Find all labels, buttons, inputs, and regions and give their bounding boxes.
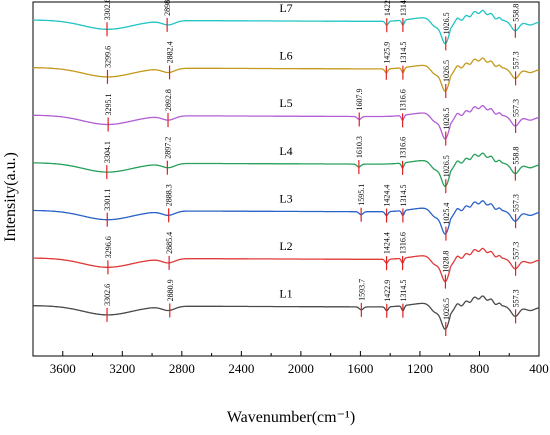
peak-label: 558.8 xyxy=(511,147,520,165)
series-line-l4 xyxy=(32,152,540,188)
series-layer: L7 L6 L5 L4 L3 L2 L1 xyxy=(32,1,540,330)
series-label-l2: L2 xyxy=(279,239,292,253)
peak-label: 3302.6 xyxy=(103,284,112,306)
y-axis-title: Intensity(a.u.) xyxy=(2,152,19,242)
peak-label: 557.3 xyxy=(512,289,521,307)
peak-label: 3295.1 xyxy=(104,93,113,115)
series-label-l6: L6 xyxy=(279,49,292,63)
series-label-l1: L1 xyxy=(279,287,292,301)
series-label-l5: L5 xyxy=(279,96,292,110)
peak-label: 1595.1 xyxy=(357,184,366,206)
x-tick-label: 3600 xyxy=(50,361,76,376)
peak-label: 2885.4 xyxy=(165,232,174,254)
peak-label: 1316.6 xyxy=(399,89,408,111)
peak-label: 557.3 xyxy=(512,194,521,212)
peak-label: 1316.6 xyxy=(399,232,408,254)
series-label-l7: L7 xyxy=(279,1,292,15)
x-tick-label: 400 xyxy=(529,361,549,376)
peak-label: 1425.9 xyxy=(382,42,391,64)
peak-label: 1610.3 xyxy=(355,136,364,158)
x-tick-label: 2800 xyxy=(169,361,195,376)
peak-label: 2898.7 xyxy=(163,0,172,16)
x-tick-label: 1600 xyxy=(347,361,373,376)
peak-label: 1025.4 xyxy=(442,203,451,225)
peak-label: 1314.5 xyxy=(399,184,408,206)
peak-label: 3296.6 xyxy=(104,236,113,258)
x-tick-label: 1200 xyxy=(407,361,433,376)
peak-label: 3301.1 xyxy=(103,189,112,211)
x-tick-label: 2000 xyxy=(288,361,314,376)
peak-label: 1026.5 xyxy=(442,12,451,34)
peak-label: 2888.3 xyxy=(165,184,174,206)
series-line-l2 xyxy=(32,247,540,283)
peak-label: 2892.8 xyxy=(164,89,173,111)
peak-label: 3299.6 xyxy=(103,46,112,68)
peak-label: 1422.9 xyxy=(383,0,392,16)
peak-label: 557.3 xyxy=(512,242,521,260)
peak-label: 2882.4 xyxy=(166,41,175,63)
peak-label: 557.3 xyxy=(512,51,521,69)
peak-label: 557.3 xyxy=(512,99,521,117)
peak-label: 1026.5 xyxy=(442,298,451,320)
peak-label: 1593.7 xyxy=(357,279,366,301)
peak-label: 2897.2 xyxy=(163,137,172,159)
peak-label: 1026.5 xyxy=(442,155,451,177)
x-tick-label: 3200 xyxy=(109,361,135,376)
peak-label: 1607.9 xyxy=(355,88,364,110)
peak-label: 3302.6 xyxy=(103,0,112,20)
peak-label: 1028.8 xyxy=(441,251,450,273)
plot-border xyxy=(32,1,540,357)
peak-label: 1026.5 xyxy=(442,60,451,82)
series-line-l7 xyxy=(32,9,540,45)
peak-label: 3304.1 xyxy=(103,141,112,163)
series-line-l1 xyxy=(32,295,540,330)
x-tick-label: 2400 xyxy=(228,361,254,376)
peak-label: 558.8 xyxy=(511,4,520,22)
plot-frame xyxy=(32,1,540,357)
series-label-l3: L3 xyxy=(279,191,292,205)
peak-label: 2880.9 xyxy=(166,279,175,301)
peak-label: 1314.5 xyxy=(399,0,408,16)
x-axis-ticks: 3600 3200 2800 2400 2000 1600 1200 800 400 xyxy=(32,351,549,376)
x-tick-label: 800 xyxy=(470,361,490,376)
peak-label: 1314.5 xyxy=(399,42,408,64)
x-axis-title: Wavenumber(cm⁻¹) xyxy=(227,409,355,426)
peak-label: 1422.9 xyxy=(383,280,392,302)
peak-label: 1316.6 xyxy=(399,137,408,159)
peak-label: 1314.5 xyxy=(399,280,408,302)
series-label-l4: L4 xyxy=(279,144,292,158)
series-line-l5 xyxy=(32,104,540,140)
peak-layer: 3302.6 2898.7 1422.9 1314.5 1026.5 558.8 3299.… xyxy=(103,0,521,336)
peak-label: 1026.5 xyxy=(442,108,451,130)
peak-label: 1424.4 xyxy=(383,232,392,254)
series-line-l3 xyxy=(32,200,540,235)
peak-label: 1424.4 xyxy=(383,185,392,207)
series-line-l6 xyxy=(32,57,540,92)
